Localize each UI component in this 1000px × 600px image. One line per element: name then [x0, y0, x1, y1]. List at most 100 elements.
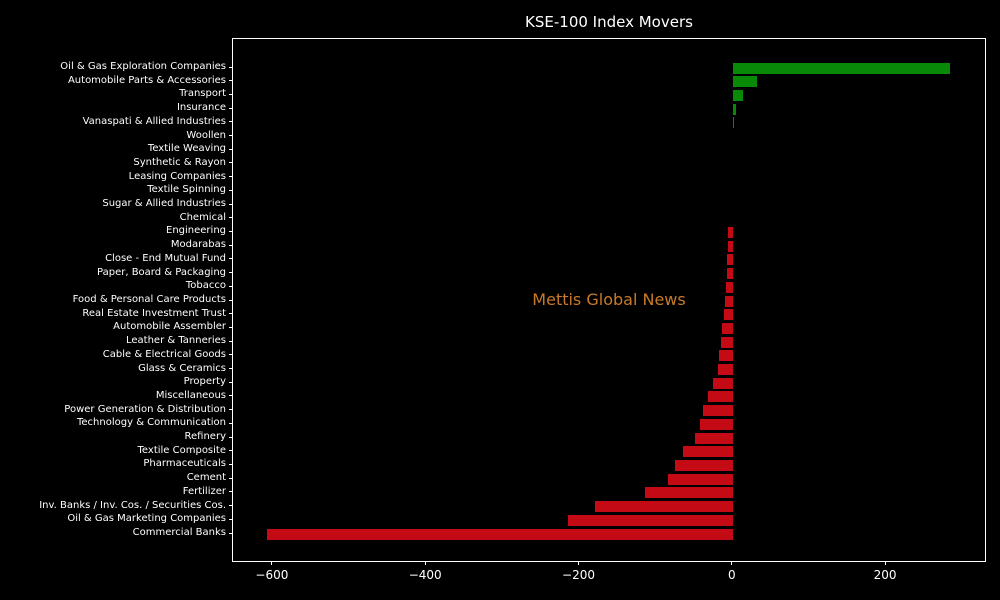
- y-axis-tick: [229, 532, 233, 534]
- y-axis-tick: [229, 477, 233, 479]
- y-axis-tick: [229, 93, 233, 95]
- y-axis-tick: [229, 463, 233, 465]
- x-tick-label: −400: [408, 568, 442, 582]
- y-axis-tick: [229, 518, 233, 520]
- bar-negative: [667, 473, 733, 485]
- y-axis-label: Automobile Parts & Accessories: [67, 74, 226, 86]
- bar-negative: [728, 227, 733, 238]
- bar-negative: [266, 528, 733, 540]
- y-axis-label: Insurance: [176, 102, 226, 114]
- y-axis-tick: [229, 326, 233, 328]
- bar-negative: [568, 514, 733, 526]
- y-axis-label: Modarabas: [170, 239, 226, 251]
- y-axis-tick: [229, 217, 233, 219]
- bar-negative: [699, 418, 733, 430]
- y-axis-tick: [229, 436, 233, 438]
- watermark-text: Mettis Global News: [532, 290, 686, 310]
- y-axis-label: Miscellaneous: [155, 389, 226, 401]
- y-axis-tick: [229, 162, 233, 164]
- y-axis-label: Transport: [179, 88, 226, 100]
- y-axis-label: Property: [183, 376, 226, 388]
- y-axis-tick: [229, 381, 233, 383]
- bar-positive: [732, 117, 735, 129]
- y-axis-tick: [229, 505, 233, 507]
- y-axis-tick: [229, 313, 233, 315]
- y-axis-tick: [229, 244, 233, 246]
- y-axis-tick: [229, 203, 233, 205]
- y-axis-tick: [229, 80, 233, 82]
- x-tick-label: 200: [873, 568, 897, 582]
- bar-negative: [594, 501, 733, 513]
- bar-negative: [724, 309, 733, 321]
- y-axis-tick: [229, 491, 233, 493]
- bar-positive: [732, 103, 736, 115]
- x-tick-label: −600: [255, 568, 289, 582]
- y-axis-tick: [229, 368, 233, 370]
- x-axis-tick: [884, 561, 886, 565]
- y-axis-tick: [229, 258, 233, 260]
- y-axis-tick: [229, 354, 233, 356]
- y-axis-tick: [229, 121, 233, 123]
- bar-positive: [732, 89, 743, 101]
- bar-negative: [712, 377, 733, 389]
- x-axis-tick: [731, 561, 733, 565]
- y-axis-tick: [229, 189, 233, 191]
- y-axis-tick: [229, 285, 233, 287]
- plot-area: Mettis Global News: [232, 38, 986, 562]
- y-axis-label: Cable & Electrical Goods: [102, 348, 226, 360]
- chart-title: KSE-100 Index Movers: [525, 13, 693, 31]
- y-axis-label: Leather & Tanneries: [125, 335, 226, 347]
- y-axis-label: Chemical: [179, 211, 226, 223]
- y-axis-tick: [229, 409, 233, 411]
- y-axis-label: Textile Weaving: [147, 143, 226, 155]
- y-axis-tick: [229, 66, 233, 68]
- bar-negative: [728, 240, 733, 252]
- bar-negative: [722, 322, 733, 334]
- y-axis-label: Oil & Gas Marketing Companies: [67, 513, 226, 525]
- y-axis-label: Glass & Ceramics: [138, 362, 226, 374]
- x-axis-tick: [578, 561, 579, 565]
- y-axis-label: Real Estate Investment Trust: [82, 307, 226, 319]
- bar-negative: [725, 295, 733, 307]
- y-axis-label: Woollen: [186, 129, 226, 141]
- bar-negative: [726, 268, 733, 280]
- bar-positive: [732, 62, 951, 74]
- y-axis-label: Synthetic & Rayon: [133, 156, 226, 168]
- y-axis-label: Technology & Communication: [77, 417, 226, 429]
- bar-negative: [727, 254, 733, 266]
- bar-negative: [675, 460, 733, 471]
- y-axis-label: Oil & Gas Exploration Companies: [60, 61, 226, 72]
- bar-negative: [683, 446, 733, 458]
- x-tick-label: 0: [727, 568, 736, 582]
- bar-negative: [702, 405, 733, 417]
- y-axis-label: Refinery: [184, 431, 226, 443]
- bar-negative: [720, 336, 733, 348]
- y-axis-label: Textile Composite: [137, 444, 226, 456]
- y-axis-label: Tobacco: [185, 280, 226, 292]
- y-axis-tick: [229, 148, 233, 150]
- y-axis-tick: [229, 176, 233, 178]
- y-axis-label: Power Generation & Distribution: [64, 403, 226, 415]
- y-axis-label: Inv. Banks / Inv. Cos. / Securities Cos.: [39, 499, 226, 511]
- x-axis-tick: [271, 561, 273, 565]
- y-axis-label: Cement: [186, 472, 226, 484]
- x-axis-tick: [424, 561, 426, 565]
- y-axis-tick: [229, 299, 233, 301]
- y-axis-tick: [229, 450, 233, 452]
- bar-negative: [725, 281, 733, 293]
- y-axis-label: Pharmaceuticals: [143, 458, 226, 470]
- y-axis-label: Textile Spinning: [147, 184, 226, 196]
- y-axis-tick: [229, 395, 233, 397]
- y-axis-tick: [229, 230, 233, 232]
- y-axis-label: Engineering: [166, 225, 226, 237]
- y-axis-tick: [229, 107, 233, 109]
- bar-positive: [732, 76, 757, 88]
- x-tick-label: −200: [562, 568, 595, 582]
- bar-negative: [717, 364, 733, 375]
- y-axis-tick: [229, 135, 233, 137]
- bar-negative: [707, 391, 733, 403]
- y-axis-label: Paper, Board & Packaging: [97, 266, 226, 278]
- bar-negative: [694, 432, 733, 444]
- y-axis-tick: [229, 422, 233, 424]
